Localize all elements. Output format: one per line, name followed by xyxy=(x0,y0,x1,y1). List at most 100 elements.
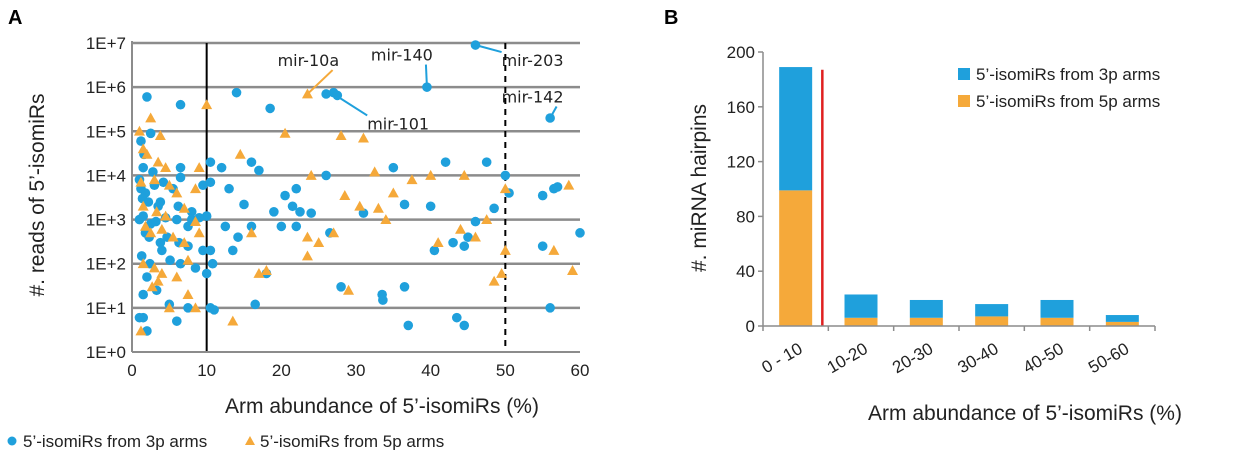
panel-a-point-3p xyxy=(422,82,432,92)
panel-a-point-5p xyxy=(343,284,355,295)
panel-a-x-tick-label: 20 xyxy=(272,361,291,380)
panel-a-point-3p xyxy=(489,203,499,214)
panel-a-y-tick-label: 1E+1 xyxy=(86,299,126,318)
panel-a-point-5p xyxy=(567,265,579,275)
panel-a-point-5p xyxy=(163,302,175,313)
panel-a-point-3p xyxy=(201,268,212,279)
panel-b-y-tick-label: 40 xyxy=(736,262,755,281)
panel-a-x-tick-label: 0 xyxy=(127,361,136,380)
panel-a-point-3p xyxy=(459,241,470,251)
panel-b-y-tick-label: 160 xyxy=(727,98,755,117)
panel-a-point-3p xyxy=(287,201,298,212)
panel-a-annotation-label: mir-140 xyxy=(371,46,433,65)
panel-a-y-tick-label: 1E+3 xyxy=(86,211,126,230)
panel-a-x-tick-label: 60 xyxy=(571,361,590,380)
panel-a-y-tick-label: 1E+0 xyxy=(86,343,126,362)
panel-b-bar-segment xyxy=(975,316,1009,326)
panel-a-point-3p xyxy=(173,201,184,212)
panel-a-point-3p xyxy=(209,305,219,315)
panel-b-bar-segment xyxy=(844,317,878,326)
panel-a-x-axis-title: Arm abundance of 5’-isomiRs (%) xyxy=(225,395,539,418)
panel-a-point-5p xyxy=(425,169,437,180)
panel-a-point-3p xyxy=(306,208,317,218)
panel-a-point-3p xyxy=(429,245,440,256)
panel-a-point-3p xyxy=(265,103,275,114)
panel-a-point-5p xyxy=(260,265,272,275)
panel-b-legend-5p-swatch xyxy=(958,95,970,107)
panel-a-scatter-points xyxy=(133,40,585,336)
panel-b-x-tick-label: 20-30 xyxy=(889,339,936,377)
panel-a-point-5p xyxy=(182,289,194,299)
panel-b-bar-segment xyxy=(975,304,1009,317)
panel-a-point-5p xyxy=(380,214,392,224)
panel-a-point-5p xyxy=(148,174,160,185)
panel-a-x-tick-label: 30 xyxy=(347,361,366,380)
panel-a-point-3p xyxy=(148,167,158,177)
panel-a-point-5p xyxy=(178,202,190,213)
panel-a-point-5p xyxy=(152,275,164,286)
panel-b-label: B xyxy=(664,7,678,29)
panel-a-point-5p xyxy=(189,216,201,226)
panel-a-point-3p xyxy=(440,157,451,167)
panel-a-point-5p xyxy=(160,162,172,173)
panel-b-bar-segment xyxy=(844,294,878,318)
panel-a-point-5p xyxy=(146,281,158,292)
panel-a-point-3p xyxy=(403,320,414,331)
panel-a-annotation-label: mir-203 xyxy=(502,51,564,70)
panel-a-point-3p xyxy=(158,177,169,188)
panel-a-y-axis-title: #. reads of 5’-isomiRs xyxy=(26,93,49,296)
panel-b-x-tick-label: 0 - 10 xyxy=(759,339,806,377)
panel-a-point-5p xyxy=(432,237,444,248)
panel-a-point-5p xyxy=(301,88,313,99)
panel-a: A mir-10a mir-140 mir-101 mir-203 mir-142 1E… xyxy=(7,7,590,450)
panel-a-point-3p xyxy=(321,170,331,181)
panel-a-annotation-label: mir-142 xyxy=(502,87,564,106)
panel-a-y-tick-labels: 1E+0 1E+1 1E+2 1E+3 1E+4 1E+5 1E+6 1E+7 xyxy=(86,34,126,362)
panel-b-legend-3p-swatch xyxy=(958,68,970,80)
panel-a-point-3p xyxy=(448,237,458,248)
panel-a-point-3p xyxy=(321,89,331,99)
panel-a-point-3p xyxy=(246,221,257,232)
panel-a-point-5p xyxy=(160,210,172,221)
panel-a-point-5p xyxy=(354,200,366,211)
panel-b-x-tick-labels: 0 - 10 10-20 20-30 30-40 40-50 50-60 xyxy=(759,339,1133,377)
panel-b-axes xyxy=(758,51,1156,331)
panel-a-point-3p xyxy=(190,263,201,273)
panel-a-point-3p xyxy=(332,90,343,101)
panel-b-legend-5p-label: 5’-isomiRs from 5p arms xyxy=(976,92,1160,111)
panel-a-point-3p xyxy=(138,162,148,173)
panel-a-point-5p xyxy=(145,112,157,123)
panel-a-point-5p xyxy=(499,244,511,255)
panel-a-point-5p xyxy=(201,99,213,110)
panel-b-bars xyxy=(779,67,1139,326)
panel-a-point-5p xyxy=(548,244,560,255)
panel-a-point-3p xyxy=(201,211,212,221)
panel-a-point-5p xyxy=(455,223,467,234)
panel-a-threshold-lines xyxy=(205,43,507,352)
panel-a-axes xyxy=(131,41,580,353)
panel-a-point-3p xyxy=(155,237,166,248)
panel-a-point-3p xyxy=(205,157,216,167)
panel-a-point-3p xyxy=(231,87,242,98)
panel-a-point-3p xyxy=(228,245,238,256)
panel-a-point-3p xyxy=(172,214,182,225)
panel-a-x-tick-label: 40 xyxy=(421,361,440,380)
panel-a-point-5p xyxy=(234,148,246,159)
panel-b-y-tick-labels: 0 40 80 120 160 200 xyxy=(727,43,755,336)
panel-a-point-5p xyxy=(133,125,145,136)
panel-a-point-3p xyxy=(537,190,548,201)
panel-b-bar-segment xyxy=(1040,317,1074,326)
panel-a-point-5p xyxy=(496,268,508,278)
panel-a-point-5p xyxy=(154,130,166,140)
panel-a-point-5p xyxy=(372,202,384,213)
panel-a-point-3p xyxy=(470,216,481,227)
panel-a-legend-3p-marker xyxy=(7,436,17,446)
panel-a-point-3p xyxy=(207,258,218,269)
panel-a-point-5p xyxy=(135,176,147,187)
panel-a-point-5p xyxy=(182,254,194,265)
panel-b-legend: 5’-isomiRs from 3p arms 5’-isomiRs from … xyxy=(958,65,1160,111)
panel-a-point-5p xyxy=(499,183,511,194)
panel-a-point-3p xyxy=(157,245,167,256)
panel-a-point-5p xyxy=(135,325,147,336)
